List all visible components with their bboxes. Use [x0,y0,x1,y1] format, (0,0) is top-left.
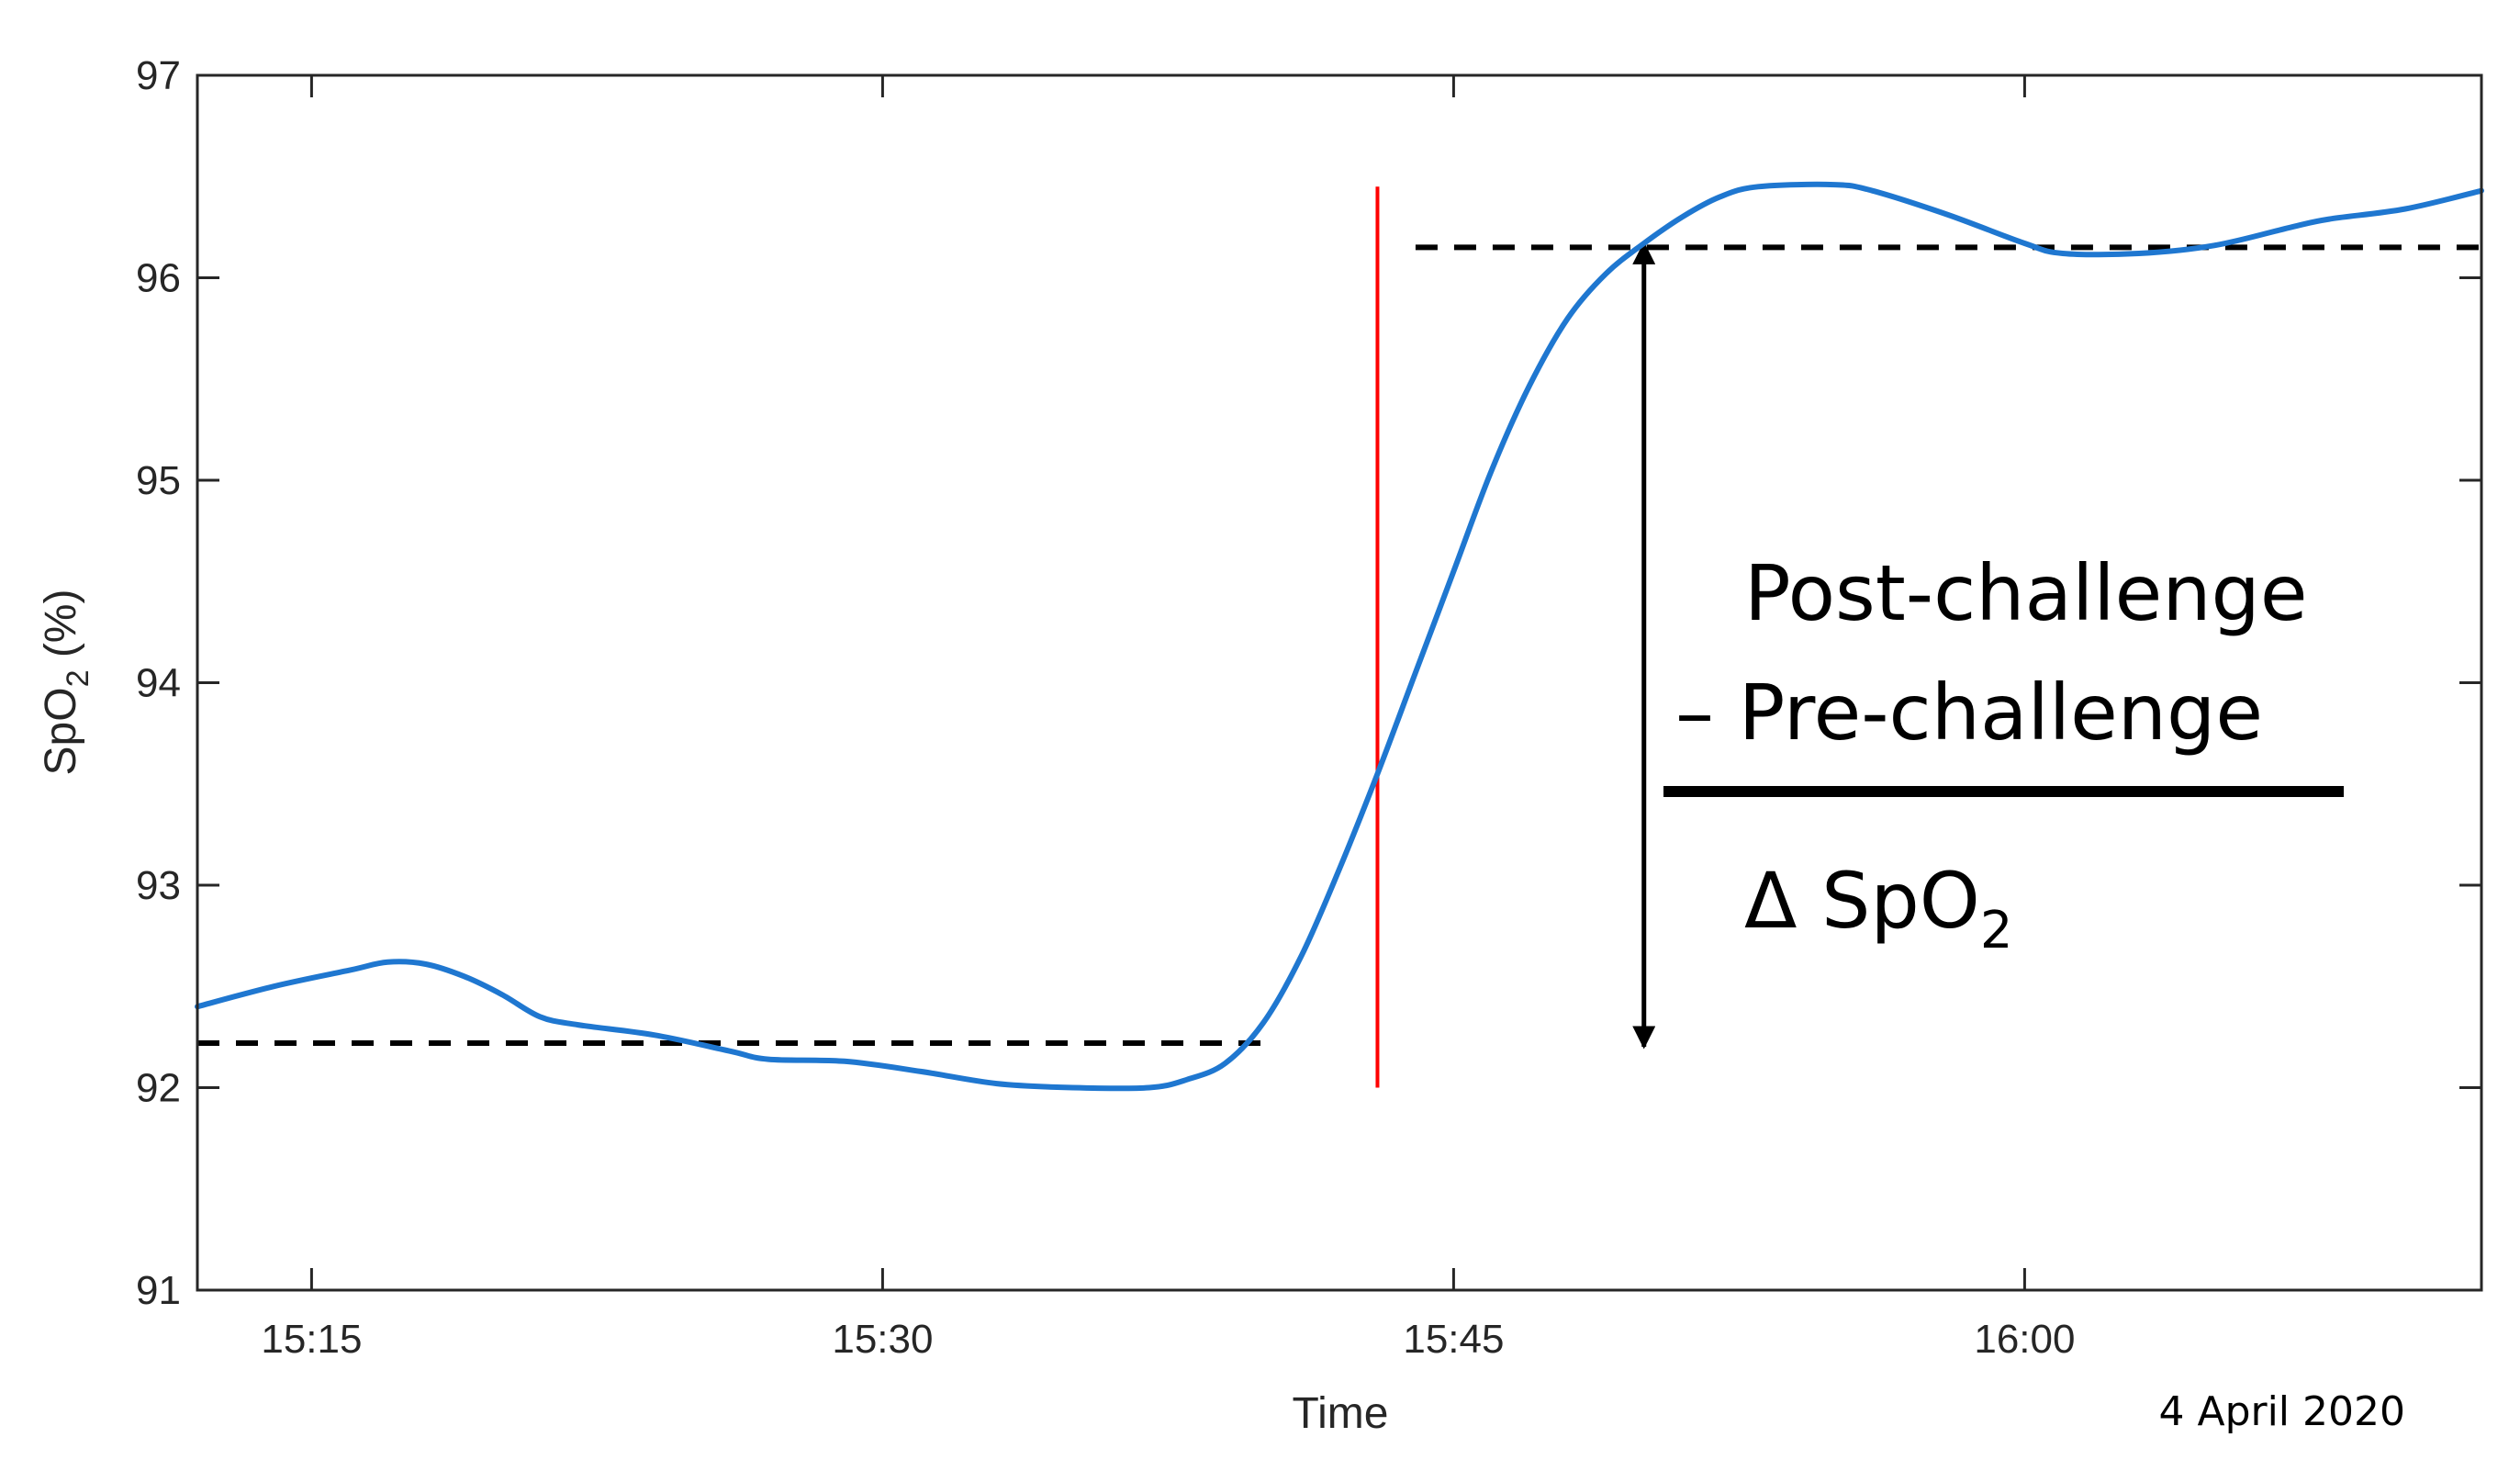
y-axis-label-unit: (%) [37,590,85,670]
x-tick-label: 15:45 [1403,1317,1504,1362]
y-tick-label: 96 [136,256,181,301]
series-layer [195,181,2484,1092]
date-label: 4 April 2020 [2158,1388,2405,1435]
y-tick-label: 95 [136,458,181,503]
x-tick-label: 16:00 [1974,1317,2075,1362]
reference-lines [197,186,2481,1088]
y-tick-label: 92 [136,1066,181,1111]
x-tick-label: 15:30 [832,1317,933,1362]
annotation-result-sub: 2 [1980,901,2013,960]
annotation-line1: Post-challenge [1744,548,2308,638]
y-axis-label-sub: 2 [61,670,95,688]
annotation-result-main: Δ SpO [1744,856,1980,946]
annotation-line2: – Pre-challenge [1675,668,2263,758]
y-tick-label: 93 [136,863,181,908]
x-tick-label: 15:15 [261,1317,362,1362]
y-tick-labels: 91 92 93 94 95 96 97 [136,53,181,1313]
y-axis-label: SpO2 (%) [37,590,95,776]
y-tick-label: 94 [136,661,181,706]
x-axis-label: Time [1293,1389,1389,1438]
annotation-result: Δ SpO2 [1744,856,2013,960]
y-tick-label: 97 [136,53,181,98]
y-axis-label-main: SpO [37,687,85,775]
plot-area-frame [196,73,2483,1292]
x-tick-labels: 15:15 15:30 15:45 16:00 [261,1317,2075,1362]
spo2-series-line [195,181,2484,1092]
y-tick-label: 91 [136,1268,181,1313]
delta-annotation: Post-challenge – Pre-challenge Δ SpO2 [1663,548,2344,960]
